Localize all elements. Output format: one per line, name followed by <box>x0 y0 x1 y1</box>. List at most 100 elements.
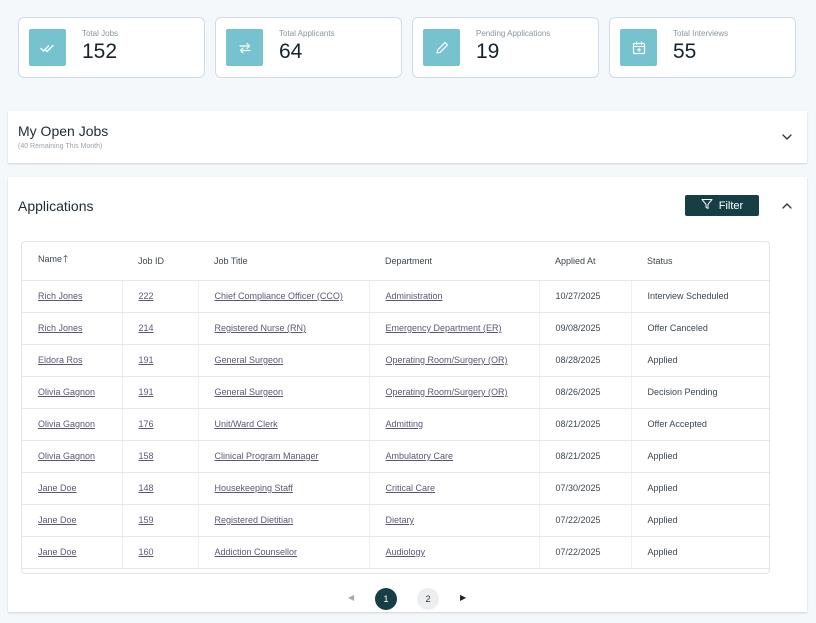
department-link[interactable]: Admitting <box>385 419 424 429</box>
name-link[interactable]: Jane Doe <box>38 515 77 525</box>
cell-name: Jane Doe <box>22 504 122 537</box>
name-link[interactable]: Rich Jones <box>38 291 83 301</box>
cell-job-id: 222 <box>121 280 198 313</box>
job-title-link[interactable]: Clinical Program Manager <box>214 451 319 461</box>
cell-job-title: Registered Nurse (RN) <box>197 312 369 345</box>
job-id-link[interactable]: 214 <box>138 323 154 333</box>
job-title-link[interactable]: Registered Nurse (RN) <box>214 323 307 333</box>
stat-label: Total Applicants <box>279 29 335 38</box>
department-link[interactable]: Ambulatory Care <box>385 451 454 461</box>
cell-status: Offer Accepted <box>630 408 769 441</box>
stat-card-total-interviews: Total Interviews 55 <box>609 17 796 78</box>
applications-title: Applications <box>18 198 94 214</box>
previous-page-icon[interactable]: ◀ <box>348 593 355 602</box>
double-check-icon <box>29 29 66 66</box>
department-link[interactable]: Audiology <box>385 547 426 557</box>
name-link[interactable]: Jane Doe <box>38 547 77 557</box>
name-link[interactable]: Olivia Gagnon <box>38 451 96 461</box>
job-id-link[interactable]: 176 <box>138 419 154 429</box>
cell-name: Olivia Gagnon <box>22 376 122 409</box>
cell-applied-at: 08/28/2025 <box>538 344 631 377</box>
table-row: Jane Doe 159 Registered Dietitian Dietary 07… <box>22 504 769 537</box>
filter-icon <box>701 198 713 213</box>
cell-job-title: Housekeeping Staff <box>197 472 369 505</box>
cell-job-title: Chief Compliance Officer (CCO) <box>197 280 369 313</box>
sort-ascending-icon[interactable]: 🡑 <box>63 254 69 266</box>
stat-value: 19 <box>476 40 500 63</box>
job-title-link[interactable]: General Surgeon <box>214 387 284 397</box>
stat-label: Total Interviews <box>673 29 729 38</box>
cell-applied-at: 09/08/2025 <box>538 312 631 345</box>
job-id-link[interactable]: 159 <box>138 515 154 525</box>
stat-card-total-applicants: Total Applicants 64 <box>215 17 402 78</box>
cell-department: Emergency Department (ER) <box>368 312 539 345</box>
cell-status: Interview Scheduled <box>630 280 769 313</box>
stat-card-total-jobs: Total Jobs 152 <box>18 17 205 78</box>
job-id-link[interactable]: 160 <box>138 547 154 557</box>
department-link[interactable]: Critical Care <box>385 483 436 493</box>
cell-job-id: 176 <box>121 408 198 441</box>
cell-applied-at: 08/26/2025 <box>538 376 631 409</box>
page-button-1[interactable]: 1 <box>375 588 397 610</box>
next-page-icon[interactable]: ▶ <box>460 593 467 602</box>
name-link[interactable]: Olivia Gagnon <box>38 387 96 397</box>
cell-applied-at: 08/21/2025 <box>538 408 631 441</box>
chevron-down-icon[interactable] <box>781 131 793 143</box>
cell-status: Applied <box>630 472 769 505</box>
name-link[interactable]: Eldora Ros <box>38 355 83 365</box>
column-header-job-id[interactable]: Job ID <box>122 242 198 281</box>
cell-job-id: 159 <box>121 504 198 537</box>
job-id-link[interactable]: 191 <box>138 355 154 365</box>
department-link[interactable]: Dietary <box>385 515 415 525</box>
column-header-department[interactable]: Department <box>369 242 539 281</box>
filter-button[interactable]: Filter <box>685 195 759 216</box>
table-header-row: Name🡑 Job ID Job Title Department Applie… <box>22 242 769 281</box>
applications-panel: Applications Filter Name🡑 Job ID Job Tit… <box>8 177 807 612</box>
job-id-link[interactable]: 158 <box>138 451 154 461</box>
job-title-link[interactable]: Registered Dietitian <box>214 515 294 525</box>
cell-job-title: Addiction Counsellor <box>197 536 369 569</box>
stat-card-pending-applications: Pending Applications 19 <box>412 17 599 78</box>
open-jobs-subtitle: (40 Remaining This Month) <box>18 143 103 150</box>
cell-department: Critical Care <box>368 472 539 505</box>
cell-applied-at: 10/27/2025 <box>538 280 631 313</box>
job-title-link[interactable]: Unit/Ward Clerk <box>214 419 278 429</box>
job-id-link[interactable]: 148 <box>138 483 154 493</box>
cell-applied-at: 07/22/2025 <box>538 504 631 537</box>
department-link[interactable]: Administration <box>385 291 443 301</box>
name-link[interactable]: Rich Jones <box>38 323 83 333</box>
department-link[interactable]: Emergency Department (ER) <box>385 323 502 333</box>
table-row: Rich Jones 222 Chief Compliance Officer (C… <box>22 280 769 313</box>
table-row: Rich Jones 214 Registered Nurse (RN) Emerge… <box>22 312 769 345</box>
column-header-status[interactable]: Status <box>631 242 769 281</box>
cell-applied-at: 07/30/2025 <box>538 472 631 505</box>
table-row: Jane Doe 148 Housekeeping Staff Critical Ca… <box>22 472 769 505</box>
stat-value: 152 <box>82 40 118 63</box>
job-id-link[interactable]: 222 <box>138 291 154 301</box>
job-id-link[interactable]: 191 <box>138 387 154 397</box>
cell-name: Rich Jones <box>22 312 122 345</box>
pencil-icon <box>423 29 460 66</box>
column-header-applied-at[interactable]: Applied At <box>539 242 631 281</box>
cell-job-title: General Surgeon <box>197 344 369 377</box>
job-title-link[interactable]: General Surgeon <box>214 355 284 365</box>
column-header-name[interactable]: Name🡑 <box>22 242 122 281</box>
column-header-job-title[interactable]: Job Title <box>198 242 369 281</box>
open-jobs-panel[interactable]: My Open Jobs (40 Remaining This Month) <box>8 111 807 163</box>
name-link[interactable]: Olivia Gagnon <box>38 419 96 429</box>
job-title-link[interactable]: Housekeeping Staff <box>214 483 293 493</box>
department-link[interactable]: Operating Room/Surgery (OR) <box>385 387 508 397</box>
cell-name: Jane Doe <box>22 472 122 505</box>
page-button-2[interactable]: 2 <box>417 588 439 610</box>
job-title-link[interactable]: Addiction Counsellor <box>214 547 298 557</box>
cell-department: Dietary <box>368 504 539 537</box>
department-link[interactable]: Operating Room/Surgery (OR) <box>385 355 508 365</box>
stats-row: Total Jobs 152 Total Applicants 64 Pendi… <box>18 17 797 78</box>
table-row: Olivia Gagnon 176 Unit/Ward Clerk Admitting… <box>22 408 769 441</box>
cell-department: Operating Room/Surgery (OR) <box>368 344 539 377</box>
cell-department: Ambulatory Care <box>368 440 539 473</box>
name-link[interactable]: Jane Doe <box>38 483 77 493</box>
job-title-link[interactable]: Chief Compliance Officer (CCO) <box>214 291 343 301</box>
chevron-up-icon[interactable] <box>781 200 793 212</box>
cell-department: Operating Room/Surgery (OR) <box>368 376 539 409</box>
